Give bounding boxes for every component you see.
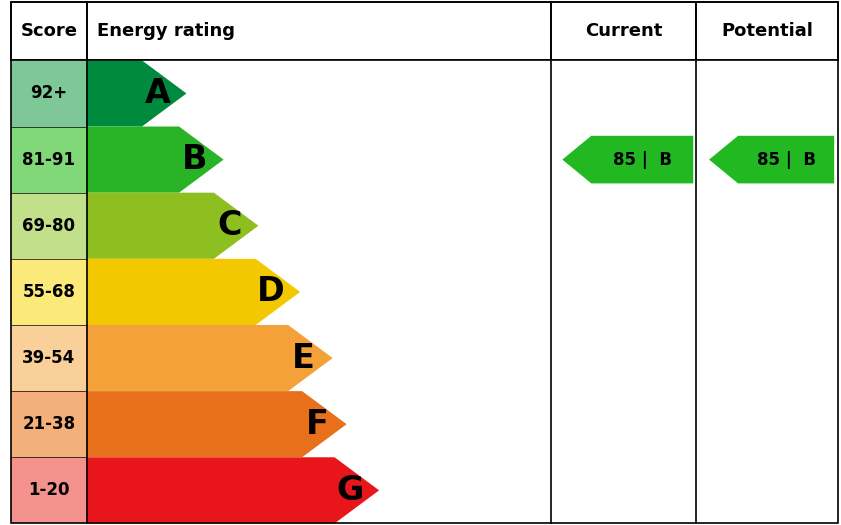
Bar [87, 60, 551, 127]
Bar [87, 391, 551, 457]
Polygon shape [87, 325, 333, 391]
Text: 81-91: 81-91 [22, 151, 76, 169]
Bar [87, 127, 551, 193]
Text: 69-80: 69-80 [22, 217, 76, 235]
Text: 21-38: 21-38 [22, 415, 76, 433]
Bar [551, 325, 696, 391]
Bar [551, 259, 696, 325]
Polygon shape [563, 136, 693, 183]
Bar [551, 2, 696, 60]
Polygon shape [87, 60, 187, 127]
Text: Score: Score [20, 22, 77, 40]
Polygon shape [87, 127, 224, 193]
Bar [11, 60, 87, 127]
Bar [696, 325, 838, 391]
Bar [696, 193, 838, 259]
Bar [11, 259, 87, 325]
Polygon shape [87, 259, 300, 325]
Bar [696, 259, 838, 325]
Text: A: A [145, 77, 171, 110]
Polygon shape [87, 457, 379, 523]
Bar [11, 127, 87, 193]
Bar [11, 325, 87, 391]
Text: 85 |  B: 85 | B [613, 151, 672, 169]
Text: B: B [182, 143, 208, 176]
Text: 39-54: 39-54 [22, 349, 76, 367]
Text: 55-68: 55-68 [23, 283, 75, 301]
Text: 1-20: 1-20 [28, 481, 70, 499]
Text: Current: Current [584, 22, 663, 40]
Bar [551, 127, 696, 193]
Polygon shape [87, 193, 258, 259]
Text: Energy rating: Energy rating [97, 22, 235, 40]
Bar [87, 2, 551, 60]
Text: D: D [257, 276, 285, 308]
Bar [696, 391, 838, 457]
Text: E: E [293, 342, 315, 374]
Text: Potential: Potential [722, 22, 813, 40]
Bar [11, 457, 87, 523]
Bar [11, 391, 87, 457]
Polygon shape [87, 391, 346, 457]
Bar [11, 193, 87, 259]
Text: C: C [217, 209, 241, 242]
Bar [696, 2, 838, 60]
Bar [551, 457, 696, 523]
Bar [696, 60, 838, 127]
Bar [87, 259, 551, 325]
Bar [11, 2, 87, 60]
Text: 92+: 92+ [30, 85, 67, 102]
Bar [551, 193, 696, 259]
Bar [551, 391, 696, 457]
Polygon shape [709, 136, 834, 183]
Bar [696, 127, 838, 193]
Text: F: F [306, 408, 329, 440]
Bar [551, 60, 696, 127]
Bar [696, 457, 838, 523]
Text: G: G [336, 474, 364, 507]
Bar [87, 325, 551, 391]
Text: 85 |  B: 85 | B [757, 151, 816, 169]
Bar [87, 193, 551, 259]
Bar [87, 457, 551, 523]
